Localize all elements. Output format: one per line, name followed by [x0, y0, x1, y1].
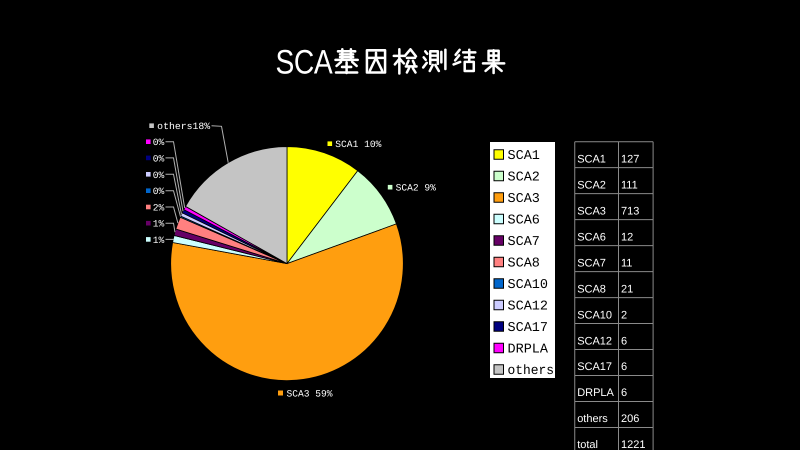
svg-text:SCA3: SCA3	[577, 205, 606, 217]
svg-text:DRPLA: DRPLA	[508, 343, 549, 358]
svg-text:6: 6	[621, 387, 627, 399]
svg-text:0%: 0%	[153, 170, 165, 181]
svg-text:SCA2: SCA2	[577, 179, 606, 191]
svg-text:111: 111	[621, 179, 638, 191]
svg-text:SCA3 59%: SCA3 59%	[287, 389, 333, 400]
svg-text:2: 2	[621, 309, 627, 321]
svg-text:SCA1: SCA1	[577, 153, 606, 165]
svg-text:1221: 1221	[621, 439, 645, 450]
svg-text:12: 12	[621, 231, 633, 243]
svg-text:SCA1: SCA1	[508, 149, 540, 164]
svg-text:713: 713	[621, 205, 639, 217]
svg-text:SCA7: SCA7	[577, 257, 606, 269]
svg-text:SCA12: SCA12	[577, 335, 612, 347]
svg-text:1%: 1%	[153, 219, 165, 230]
svg-text:11: 11	[621, 257, 632, 269]
svg-text:SCA17: SCA17	[508, 321, 549, 336]
svg-text:0%: 0%	[153, 186, 165, 197]
svg-text:total: total	[577, 439, 598, 450]
svg-text:others: others	[508, 364, 555, 379]
svg-text:others: others	[577, 413, 608, 425]
svg-text:SCA10: SCA10	[577, 309, 612, 321]
svg-text:SCA2: SCA2	[508, 171, 540, 186]
svg-text:206: 206	[621, 413, 639, 425]
svg-text:6: 6	[621, 361, 627, 373]
svg-text:21: 21	[621, 283, 633, 295]
svg-text:SCA8: SCA8	[508, 257, 540, 272]
svg-text:SCA3: SCA3	[508, 192, 540, 207]
svg-text:1%: 1%	[153, 235, 165, 246]
svg-text:SCA6: SCA6	[508, 214, 540, 229]
svg-text:0%: 0%	[153, 137, 165, 148]
svg-text:SCA1 10%: SCA1 10%	[335, 139, 381, 150]
svg-text:0%: 0%	[153, 153, 165, 164]
svg-text:SCA: SCA	[276, 43, 333, 81]
svg-text:6: 6	[621, 335, 627, 347]
svg-text:SCA2 9%: SCA2 9%	[396, 183, 437, 194]
svg-text:SCA17: SCA17	[577, 361, 612, 373]
svg-text:SCA7: SCA7	[508, 235, 540, 250]
svg-text:SCA6: SCA6	[577, 231, 606, 243]
svg-text:DRPLA: DRPLA	[577, 387, 614, 399]
svg-text:SCA12: SCA12	[508, 300, 549, 315]
svg-text:127: 127	[621, 153, 639, 165]
svg-text:SCA8: SCA8	[577, 283, 606, 295]
svg-text:SCA10: SCA10	[508, 278, 549, 293]
svg-text:2%: 2%	[153, 203, 165, 214]
svg-text:others18%: others18%	[157, 121, 210, 132]
